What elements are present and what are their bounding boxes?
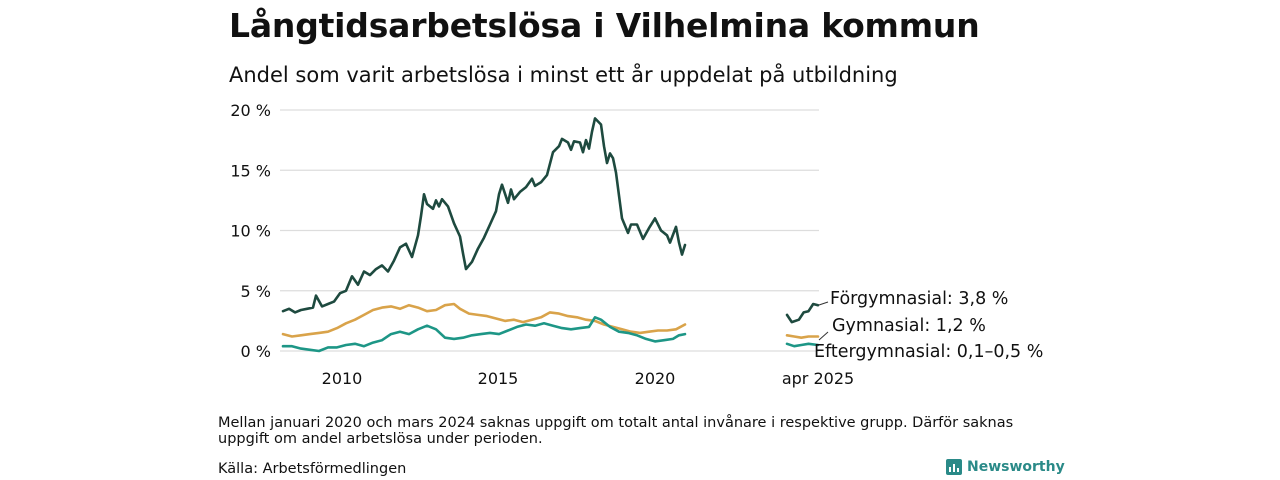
series-line-förgymnasial-1 [281, 117, 687, 314]
y-tick-label: 15 % [230, 161, 271, 180]
series-label-eftergymnasial: Eftergymnasial: 0,1–0,5 % [814, 342, 1043, 362]
newsworthy-icon [946, 459, 962, 475]
series-lines [281, 117, 820, 353]
series-line-eftergymnasial-1 [281, 316, 687, 353]
gridlines [280, 109, 819, 352]
source-credit: Källa: Arbetsförmedlingen [218, 461, 407, 477]
chart-title: Långtidsarbetslösa i Vilhelmina kommun [229, 6, 980, 45]
x-tick-label: 2010 [322, 369, 363, 388]
chart-subtitle: Andel som varit arbetslösa i minst ett å… [229, 63, 898, 87]
y-tick-label: 10 % [230, 222, 271, 241]
series-labels: Förgymnasial: 3,8 % Gymnasial: 1,2 % Efter… [814, 289, 1043, 362]
series-label-förgymnasial: Förgymnasial: 3,8 % [830, 289, 1008, 309]
y-tick-label: 20 % [230, 101, 271, 120]
x-tick-label: apr 2025 [782, 369, 854, 388]
x-tick-label: 2020 [635, 369, 676, 388]
y-axis: 0 % 5 % 10 % 15 % 20 % [230, 101, 271, 361]
x-axis: 2010 2015 2020 apr 2025 [322, 369, 855, 388]
footnote: Mellan januari 2020 och mars 2024 saknas… [218, 415, 1014, 447]
label-leader-gymnasial [818, 331, 829, 341]
brand-name: Newsworthy [967, 459, 1065, 475]
y-tick-label: 5 % [241, 282, 271, 301]
series-line-gymnasial-1 [281, 302, 687, 338]
y-tick-label: 0 % [241, 342, 271, 361]
brand-logo[interactable]: Newsworthy [946, 459, 1065, 475]
x-tick-label: 2015 [478, 369, 519, 388]
series-label-gymnasial: Gymnasial: 1,2 % [832, 316, 986, 336]
series-line-eftergymnasial-2 [785, 342, 820, 348]
line-chart: 0 %5 %10 %15 %20 % 2010 2015 2020 apr 2025 … [230, 101, 1043, 388]
label-leader-förgymnasial [818, 301, 829, 306]
series-line-gymnasial-2 [785, 334, 820, 339]
series-line-förgymnasial-2 [785, 302, 820, 324]
